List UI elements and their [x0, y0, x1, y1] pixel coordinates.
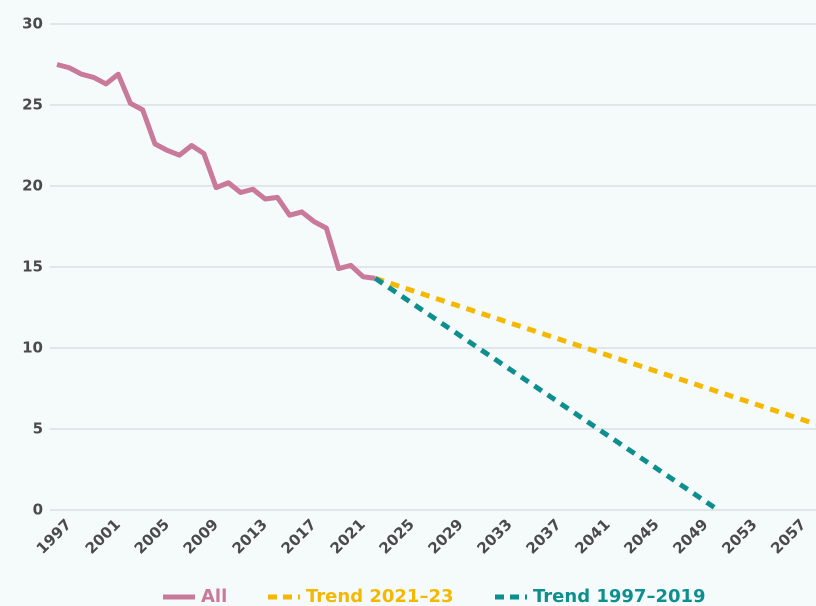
x-tick-label: 2045 [620, 515, 662, 557]
y-tick-label: 0 [33, 501, 43, 519]
legend: All Trend 2021–23 Trend 1997–2019 [163, 586, 706, 606]
y-tick-label: 30 [22, 15, 43, 33]
x-tick-label: 2021 [327, 515, 369, 557]
x-tick-label: 2033 [473, 515, 515, 557]
x-tick-label: 2029 [425, 515, 467, 557]
x-tick-label: 1997 [33, 515, 75, 557]
x-tick-label: 2057 [767, 515, 809, 557]
legend-label: Trend 1997–2019 [533, 586, 706, 606]
y-tick-label: 20 [22, 177, 43, 195]
x-tick-label: 2009 [180, 515, 222, 557]
x-tick-label: 2037 [522, 515, 564, 557]
series-line [373, 276, 720, 513]
series-line [374, 275, 816, 427]
x-tick-label: 2017 [278, 515, 320, 557]
series-line [56, 62, 376, 281]
y-tick-label: 15 [22, 258, 43, 276]
x-tick-label: 2053 [718, 515, 760, 557]
legend-label: Trend 2021–23 [306, 586, 454, 606]
x-tick-label: 2025 [376, 515, 418, 557]
legend-label: All [201, 586, 227, 606]
x-tick-label: 2001 [82, 515, 124, 557]
x-tick-label: 2005 [131, 515, 173, 557]
y-tick-label: 5 [33, 420, 43, 438]
y-tick-label: 10 [22, 339, 43, 357]
x-tick-label: 2041 [571, 515, 613, 557]
y-tick-label: 25 [22, 96, 43, 114]
x-tick-label: 2013 [229, 515, 271, 557]
x-tick-label: 2049 [669, 515, 711, 557]
